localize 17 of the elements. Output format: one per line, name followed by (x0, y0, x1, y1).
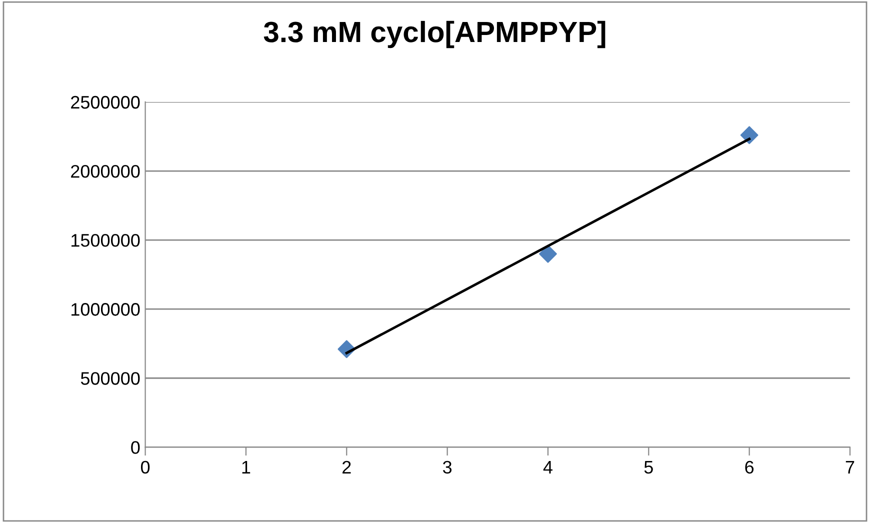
chart-title: 3.3 mM cyclo[APMPPYP] (264, 20, 606, 48)
point (539, 244, 557, 263)
x-tick-label: 1 (242, 461, 250, 474)
y-tick-label: 1000000 (72, 303, 140, 316)
x-tick-label: 4 (543, 461, 552, 474)
y-tick-label: 2000000 (71, 164, 140, 178)
x-tick-label: 6 (745, 460, 754, 474)
y-tick-label: 2500000 (71, 96, 140, 109)
y-tick-label: 1500000 (72, 234, 140, 247)
y-tick-label: 0 (131, 441, 140, 454)
x-tick-label: 7 (846, 461, 854, 474)
y-tick-label: 500000 (80, 372, 140, 385)
x-tick-label: 2 (342, 460, 351, 474)
point (740, 126, 758, 144)
x-tick-label: 0 (140, 460, 150, 474)
x-tick-label: 3 (442, 460, 452, 474)
x-tick-label: 5 (644, 461, 653, 474)
